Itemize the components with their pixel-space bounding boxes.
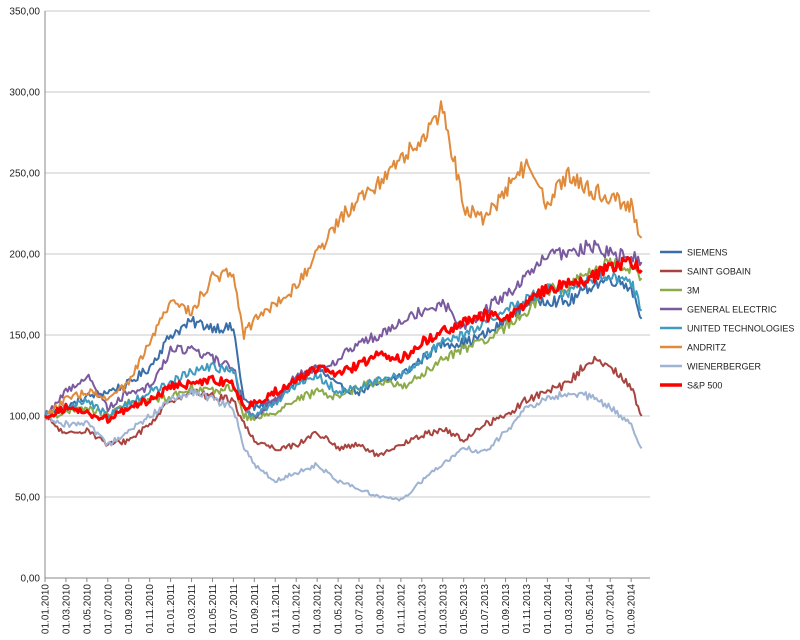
x-tick-label: 01.01.2012 xyxy=(292,584,303,634)
x-tick-label: 01.11.2012 xyxy=(396,584,407,634)
x-tick-label: 01.05.2013 xyxy=(459,584,470,634)
legend-label: WIENERBERGER xyxy=(687,362,762,372)
y-tick-label: 200,00 xyxy=(9,250,40,261)
x-tick-label: 01.03.2011 xyxy=(187,584,198,634)
x-tick-label: 01.09.2013 xyxy=(501,584,512,634)
x-tick-label: 01.01.2014 xyxy=(543,584,554,634)
legend-label: UNITED TECHNOLOGIES xyxy=(687,324,794,334)
series-line-wienerberger xyxy=(44,388,643,502)
x-tick-label: 01.11.2013 xyxy=(522,584,533,634)
y-tick-label: 100,00 xyxy=(9,412,40,423)
legend-label: 3M xyxy=(687,286,700,296)
x-tick-label: 01.09.2012 xyxy=(375,584,386,634)
legend-label: SAINT GOBAIN xyxy=(687,267,751,277)
x-tick-label: 01.07.2010 xyxy=(103,584,114,634)
x-tick-label: 01.05.2010 xyxy=(82,584,93,634)
x-tick-label: 01.11.2010 xyxy=(145,584,156,634)
x-tick-label: 01.05.2012 xyxy=(334,584,345,634)
legend-label: ANDRITZ xyxy=(687,343,726,353)
x-tick-label: 01.03.2012 xyxy=(313,584,324,634)
series-line-s-p-500 xyxy=(44,256,643,424)
y-tick-label: 250,00 xyxy=(9,169,40,180)
y-tick-label: 150,00 xyxy=(9,331,40,342)
y-tick-label: 300,00 xyxy=(9,88,40,99)
x-tick-label: 01.07.2012 xyxy=(355,584,366,634)
x-tick-label: 01.09.2014 xyxy=(627,584,638,634)
x-tick-label: 01.01.2010 xyxy=(41,584,52,634)
series-lines xyxy=(44,100,643,502)
series-line-saint-gobain xyxy=(44,355,643,458)
x-tick-label: 01.11.2011 xyxy=(271,584,282,633)
x-tick-label: 01.03.2013 xyxy=(438,584,449,634)
x-tick-label: 01.03.2014 xyxy=(564,584,575,634)
series-line-andritz xyxy=(44,100,643,419)
series-line-siemens xyxy=(44,274,643,418)
x-tick-label: 01.09.2011 xyxy=(250,584,261,634)
grid xyxy=(45,10,650,579)
y-tick-label: 50,00 xyxy=(15,493,40,504)
x-tick-label: 01.03.2010 xyxy=(61,584,72,634)
y-tick-label: 0,00 xyxy=(21,574,41,585)
legend-label: SIEMENS xyxy=(687,248,728,258)
axes: 0,00 50,00 100,00 150,00 200,00 250,00 300,00 3… xyxy=(9,7,650,634)
x-tick-label: 01.01.2011 xyxy=(166,584,177,634)
legend-label: S&P 500 xyxy=(687,381,722,391)
series-line-3m xyxy=(44,257,643,422)
x-tick-label: 01.05.2014 xyxy=(585,584,596,634)
x-tick-label: 01.05.2011 xyxy=(208,584,219,634)
x-tick-label: 01.07.2011 xyxy=(229,584,240,634)
x-tick-label: 01.07.2013 xyxy=(480,584,491,634)
x-tick-label: 01.07.2014 xyxy=(606,584,617,634)
legend: SIEMENS SAINT GOBAIN 3M GENERAL ELECTRIC UNI… xyxy=(660,248,794,391)
legend-label: GENERAL ELECTRIC xyxy=(687,305,777,315)
y-tick-label: 350,00 xyxy=(9,7,40,18)
series-line-general-electric xyxy=(44,239,643,420)
x-tick-label: 01.01.2013 xyxy=(417,584,428,634)
x-tick-label: 01.09.2010 xyxy=(124,584,135,634)
